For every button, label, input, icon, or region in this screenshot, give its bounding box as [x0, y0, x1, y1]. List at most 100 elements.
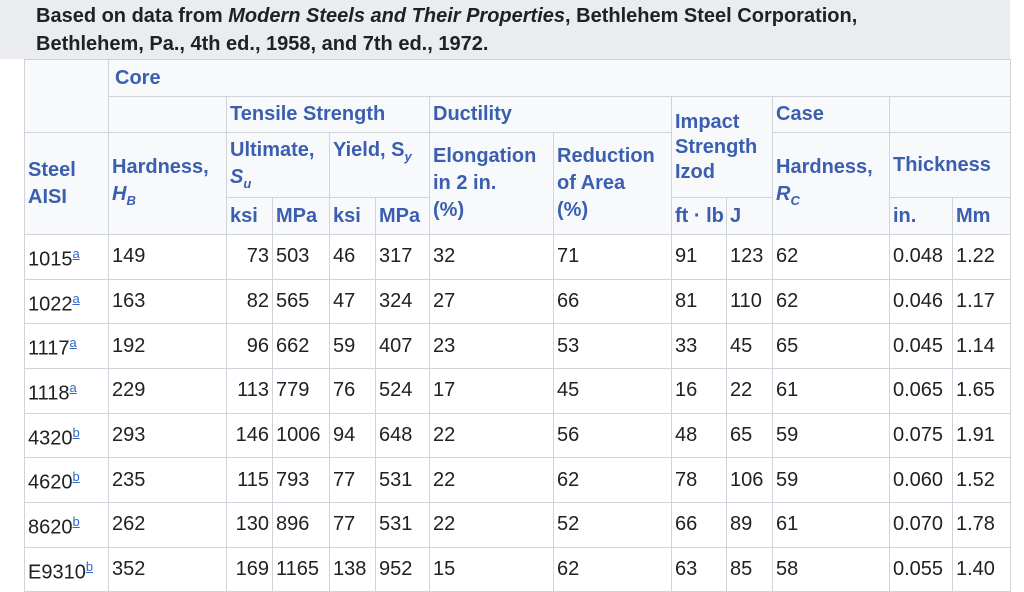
cell-hb: 235 — [108, 457, 227, 503]
cell-in: 0.055 — [889, 546, 953, 592]
cell-ftlb: 78 — [671, 457, 727, 503]
ductility-header: Ductility — [429, 96, 672, 133]
cell-rc: 62 — [772, 234, 890, 280]
blank-corner — [24, 59, 109, 133]
table-caption: Based on data from Modern Steels and The… — [0, 0, 1010, 59]
footnote-link[interactable]: b — [72, 513, 80, 529]
cell-su-ksi: 115 — [226, 457, 273, 503]
cell-sy-mpa: 531 — [375, 501, 430, 548]
unit-j: J — [726, 197, 773, 235]
cell-hb: 229 — [108, 367, 227, 414]
yield-header: Yield, Sy — [329, 132, 430, 198]
cell-j: 45 — [726, 323, 773, 369]
steel-cell: 1015a — [24, 234, 109, 280]
table-row: 1022a 163 82 565 47 324 27 66 81 110 62 0.046 1.17 — [24, 278, 1012, 325]
steel-cell: 4320b — [24, 412, 109, 459]
cell-elong: 23 — [429, 323, 554, 369]
cell-mm: 1.52 — [951, 457, 1012, 503]
steel-cell: 1022a — [24, 278, 109, 325]
cell-sy-ksi: 77 — [329, 501, 376, 548]
cell-su-mpa: 793 — [272, 457, 330, 503]
steel-cell: E9310b — [24, 546, 109, 592]
case-right-blank — [888, 96, 1012, 133]
cell-sy-mpa: 524 — [375, 367, 430, 414]
elongation-header: Elongation in 2 in. (%) — [429, 132, 554, 235]
cell-su-ksi: 73 — [226, 234, 273, 280]
cell-sy-ksi: 77 — [329, 457, 376, 503]
cell-su-ksi: 96 — [226, 323, 273, 369]
caption-prefix: Based on data from — [36, 5, 229, 27]
cell-ftlb: 91 — [671, 234, 727, 280]
table-row: 1015a 149 73 503 46 317 32 71 91 123 62 0.048 1.22 — [24, 234, 1012, 280]
table-row: 4320b 293 146 1006 94 648 22 56 48 65 59 0.075 1.91 — [24, 412, 1012, 459]
cell-elong: 22 — [429, 457, 554, 503]
cell-rc: 65 — [772, 323, 890, 369]
cell-su-ksi: 130 — [226, 501, 273, 548]
cell-su-mpa: 503 — [272, 234, 330, 280]
cell-mm: 1.17 — [951, 278, 1012, 325]
unit-in: in. — [889, 197, 953, 235]
reduction-of-area-header: Reduction of Area (%) — [553, 132, 672, 235]
steel-aisi-header: Steel AISI — [24, 132, 109, 235]
cell-su-ksi: 113 — [226, 367, 273, 414]
cell-sy-mpa: 952 — [375, 546, 430, 592]
steel-cell: 4620b — [24, 457, 109, 503]
cell-sy-ksi: 94 — [329, 412, 376, 459]
footnote-link[interactable]: a — [69, 379, 77, 395]
cell-elong: 22 — [429, 501, 554, 548]
cell-j: 22 — [726, 367, 773, 414]
footnote-link[interactable]: b — [72, 469, 80, 485]
cell-elong: 15 — [429, 546, 554, 592]
case-header: Case — [772, 96, 890, 133]
caption-line2: Bethlehem, Pa., 4th ed., 1958, and 7th e… — [36, 33, 489, 55]
cell-in: 0.060 — [889, 457, 953, 503]
cell-elong: 22 — [429, 412, 554, 459]
hardness-blank — [108, 96, 227, 133]
table-row: 8620b 262 130 896 77 531 22 52 66 89 61 0.070 1.78 — [24, 501, 1012, 548]
table-body: 1015a 149 73 503 46 317 32 71 91 123 62 0.048 1.22 10… — [24, 234, 1012, 592]
footnote-link[interactable]: b — [85, 558, 94, 574]
cell-red: 56 — [553, 412, 672, 459]
cell-su-mpa: 779 — [272, 367, 330, 414]
cell-su-ksi: 82 — [226, 278, 273, 325]
unit-mpa1: MPa — [272, 197, 330, 235]
unit-mm: Mm — [951, 197, 1012, 235]
cell-red: 45 — [553, 367, 672, 414]
cell-mm: 1.14 — [951, 323, 1012, 369]
cell-in: 0.075 — [889, 412, 953, 459]
cell-rc: 59 — [772, 412, 890, 459]
steel-cell: 1117a — [24, 323, 109, 369]
cell-rc: 62 — [772, 278, 890, 325]
tensile-strength-header: Tensile Strength — [226, 96, 430, 133]
cell-sy-ksi: 47 — [329, 278, 376, 325]
cell-mm: 1.78 — [951, 501, 1012, 548]
cell-j: 123 — [726, 234, 773, 280]
cell-elong: 17 — [429, 367, 554, 414]
cell-sy-ksi: 138 — [329, 546, 376, 592]
unit-mpa2: MPa — [375, 197, 430, 235]
cell-red: 66 — [553, 278, 672, 325]
footnote-link[interactable]: b — [72, 424, 80, 440]
cell-sy-ksi: 46 — [329, 234, 376, 280]
cell-j: 65 — [726, 412, 773, 459]
impact-strength-header: Impact Strength Izod — [671, 96, 773, 198]
footnote-link[interactable]: a — [72, 290, 80, 306]
unit-ksi1: ksi — [226, 197, 273, 235]
cell-su-mpa: 1165 — [272, 546, 330, 592]
core-hardness-header: Hardness, HB — [108, 132, 227, 235]
cell-sy-ksi: 76 — [329, 367, 376, 414]
cell-mm: 1.91 — [951, 412, 1012, 459]
caption-book-title: Modern Steels and Their Properties — [228, 5, 566, 27]
core-header: Core — [107, 59, 1012, 97]
cell-sy-mpa: 648 — [375, 412, 430, 459]
cell-hb: 163 — [108, 278, 227, 325]
footnote-link[interactable]: a — [72, 246, 80, 261]
unit-ftlb: ft · lb — [671, 197, 727, 235]
cell-red: 52 — [553, 501, 672, 548]
table-row: 1117a 192 96 662 59 407 23 53 33 45 65 0.045 1.14 — [24, 323, 1012, 369]
cell-su-mpa: 662 — [272, 323, 330, 369]
footnote-link[interactable]: a — [69, 335, 77, 351]
cell-in: 0.070 — [889, 501, 953, 548]
cell-hb: 352 — [108, 546, 227, 592]
